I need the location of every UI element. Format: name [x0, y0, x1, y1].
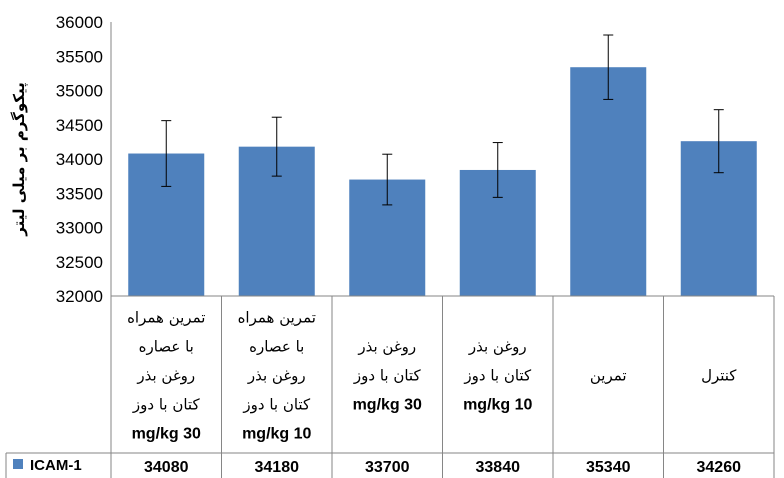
category-labels: تمرین همراه با عصاره روغن بذر کتان با دوز 30…: [127, 309, 737, 443]
y-tick-label: 33000: [56, 219, 103, 238]
category-label-line: کنترل: [701, 367, 737, 385]
category-label-line: 10 mg/kg: [463, 397, 532, 414]
value-label: 33700: [365, 459, 410, 476]
category-label-line: 10 mg/kg: [242, 426, 311, 443]
value-label: 35340: [586, 459, 631, 476]
category-label-line: تمرین همراه: [238, 309, 316, 327]
category-label-line: روغن بذر: [247, 367, 306, 385]
y-axis-ticks: 32000 32500 33000 33500 34000 34500 35000 35500…: [56, 13, 112, 306]
legend: ICAM-1: [13, 457, 82, 474]
y-tick-label: 32000: [56, 287, 103, 306]
y-tick-label: 34500: [56, 116, 103, 135]
value-row: 34080 34180 33700 33840 35340 34260: [144, 459, 741, 476]
category-label-line: تمرین: [590, 367, 627, 385]
data-table-lines: [5, 295, 775, 478]
y-tick-label: 36000: [56, 13, 103, 32]
bars: [128, 67, 757, 297]
y-tick-label: 32500: [56, 253, 103, 272]
value-label: 34260: [697, 459, 742, 476]
bar: [570, 67, 647, 297]
category-label-line: کتان با دوز: [463, 367, 532, 385]
category-label-line: با عصاره: [139, 338, 194, 356]
legend-label: ICAM-1: [30, 457, 82, 474]
y-tick-label: 33500: [56, 184, 103, 203]
y-tick-label: 35000: [56, 82, 103, 101]
category-label-line: روغن بذر: [468, 338, 527, 356]
category-label-line: 30 mg/kg: [132, 426, 201, 443]
category-label-line: روغن بذر: [136, 367, 195, 385]
value-label: 34180: [255, 459, 300, 476]
y-axis-label: پیکوگرم بر میلی لیتر: [10, 82, 29, 236]
error-bars: [161, 34, 724, 206]
value-label: 34080: [144, 459, 189, 476]
category-label-line: کتان با دوز: [353, 367, 422, 385]
y-tick-label: 35500: [56, 47, 103, 66]
category-label-line: با عصاره: [249, 338, 304, 356]
value-label: 33840: [476, 459, 521, 476]
category-label-line: 30 mg/kg: [353, 397, 422, 414]
category-label-line: کتان با دوز: [242, 396, 311, 414]
legend-swatch: [13, 459, 23, 469]
y-tick-label: 34000: [56, 150, 103, 169]
category-label-line: کتان با دوز: [132, 396, 201, 414]
category-label-line: روغن بذر: [357, 338, 416, 356]
category-label-line: تمرین همراه: [127, 309, 205, 327]
